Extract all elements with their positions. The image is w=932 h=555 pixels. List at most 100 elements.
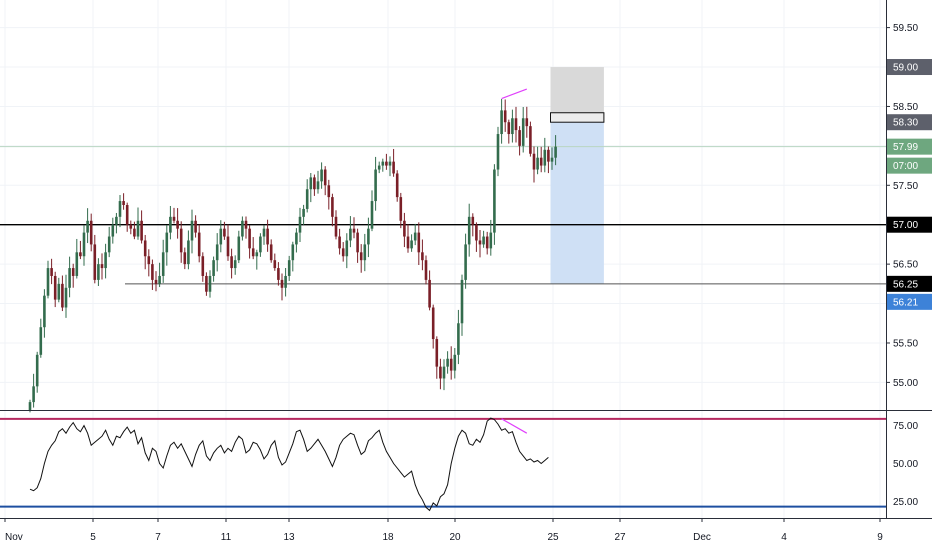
candle-body bbox=[341, 248, 345, 257]
candle-body bbox=[381, 161, 385, 166]
zone-rect-1 bbox=[550, 122, 604, 284]
candle-body bbox=[514, 118, 518, 131]
candle-body bbox=[367, 228, 370, 245]
candle-body bbox=[111, 224, 115, 237]
candle-body bbox=[453, 354, 457, 371]
candle-body bbox=[161, 252, 165, 276]
candle-body bbox=[446, 358, 449, 367]
candle-body bbox=[208, 275, 212, 292]
candle-body bbox=[136, 220, 140, 237]
candle-body bbox=[64, 287, 68, 308]
candle-body bbox=[28, 402, 32, 410]
candle-body bbox=[539, 157, 543, 166]
price-tick-label: 55.50 bbox=[893, 338, 918, 349]
candle-body bbox=[125, 205, 129, 225]
candle-body bbox=[262, 228, 266, 237]
candle-body bbox=[399, 197, 403, 221]
candle-body bbox=[147, 256, 151, 265]
candle-body bbox=[53, 275, 57, 300]
candle-body bbox=[266, 228, 269, 245]
candle-body bbox=[39, 327, 43, 355]
price-tag-bg bbox=[887, 157, 932, 174]
candle-body bbox=[143, 240, 147, 257]
candle-body bbox=[403, 220, 406, 237]
candle-body bbox=[302, 208, 305, 217]
time-tick-label: 7 bbox=[155, 532, 161, 543]
candle-body bbox=[392, 161, 395, 174]
candle-body bbox=[82, 232, 86, 257]
candle-body bbox=[46, 268, 50, 296]
candle-body bbox=[241, 220, 244, 237]
time-tick-label: 13 bbox=[283, 532, 295, 543]
candle-body bbox=[291, 244, 295, 261]
candle-body bbox=[122, 201, 125, 205]
candle-body bbox=[467, 216, 471, 245]
candle-body bbox=[35, 354, 39, 387]
candle-body bbox=[475, 224, 478, 241]
candle-body bbox=[230, 256, 233, 269]
price-tag-bg bbox=[887, 114, 932, 131]
candle-body bbox=[43, 295, 46, 328]
candle-body bbox=[543, 149, 547, 166]
candle-body bbox=[179, 228, 183, 253]
price-tick-label: 59.50 bbox=[893, 23, 918, 34]
candle-body bbox=[388, 161, 392, 166]
candle-body bbox=[133, 228, 136, 237]
price-tag-label: 57.00 bbox=[893, 220, 918, 231]
candle-body bbox=[187, 240, 190, 265]
candle-body bbox=[269, 244, 273, 261]
price-tag: 07:00 bbox=[887, 157, 932, 174]
position-zones bbox=[501, 67, 605, 284]
candle-body bbox=[205, 275, 208, 292]
candle-body bbox=[327, 185, 331, 198]
divergence-line-rsi bbox=[501, 418, 528, 434]
candle-body bbox=[413, 232, 417, 241]
candle-body bbox=[323, 169, 327, 186]
candle-body bbox=[518, 130, 521, 146]
divergence-line-price bbox=[501, 88, 528, 100]
rsi-tick-label: 25.00 bbox=[893, 497, 918, 508]
time-tick-label: Nov bbox=[5, 532, 23, 543]
candle-body bbox=[493, 169, 496, 233]
candle-body bbox=[500, 110, 503, 135]
candle-body bbox=[75, 252, 79, 276]
price-tag-bg bbox=[887, 138, 932, 155]
candle-body bbox=[370, 201, 374, 229]
candle-body bbox=[197, 232, 201, 257]
candle-body bbox=[295, 232, 298, 245]
zone-rect-0 bbox=[550, 67, 604, 113]
price-tag-label: 56.25 bbox=[893, 279, 918, 290]
time-tick-label: 25 bbox=[547, 532, 559, 543]
candle-body bbox=[176, 220, 179, 229]
candle-body bbox=[280, 279, 284, 288]
candle-body bbox=[79, 252, 82, 257]
rsi-panel bbox=[0, 417, 886, 512]
candle-body bbox=[547, 149, 550, 162]
candle-body bbox=[244, 220, 248, 229]
candle-body bbox=[457, 323, 460, 355]
candle-body bbox=[107, 236, 111, 253]
candle-body bbox=[406, 236, 410, 249]
candle-body bbox=[93, 244, 97, 280]
candle-body bbox=[115, 216, 118, 225]
candle-body bbox=[554, 146, 557, 158]
candle-body bbox=[536, 157, 539, 170]
candle-body bbox=[89, 220, 93, 245]
candle-body bbox=[273, 260, 277, 269]
price-tag: 58.30 bbox=[887, 114, 932, 131]
horizontal-levels bbox=[0, 146, 886, 285]
rsi-tick-label: 50.00 bbox=[893, 459, 918, 470]
time-tick-label: Dec bbox=[693, 532, 711, 543]
candle-body bbox=[248, 228, 251, 249]
candle-body bbox=[503, 110, 507, 123]
candle-body bbox=[345, 240, 349, 257]
price-tag: 57.99 bbox=[887, 138, 932, 155]
candle-body bbox=[431, 307, 435, 340]
candle-body bbox=[158, 275, 161, 284]
candle-body bbox=[298, 216, 302, 233]
price-tag: 56.21 bbox=[887, 293, 932, 310]
price-tag-label: 07:00 bbox=[893, 161, 918, 172]
candle-body bbox=[61, 283, 64, 308]
